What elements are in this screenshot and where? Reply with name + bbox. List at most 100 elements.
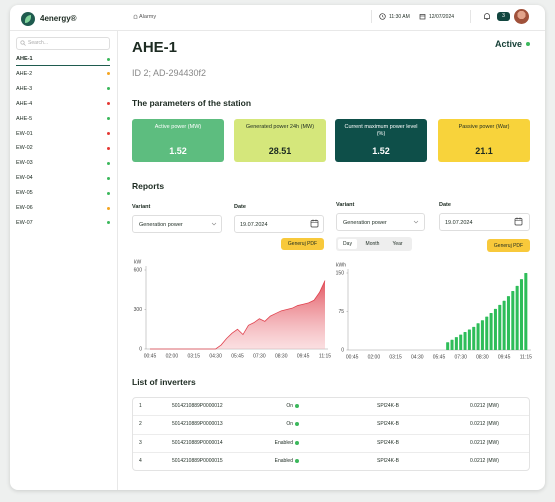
period-tab[interactable]: Day bbox=[343, 241, 352, 247]
period-tab[interactable]: Year bbox=[392, 241, 403, 247]
clock-icon bbox=[379, 13, 386, 20]
calendar-icon[interactable] bbox=[514, 217, 523, 226]
y-axis-label: kW bbox=[134, 259, 142, 265]
x-tick-label: 07:30 bbox=[454, 354, 467, 360]
section-title: The parameters of the station bbox=[132, 98, 252, 108]
bar bbox=[519, 279, 524, 350]
status-dot bbox=[107, 176, 110, 180]
cell: On bbox=[286, 403, 293, 409]
bar bbox=[463, 332, 467, 350]
x-tick-label: 08:30 bbox=[275, 353, 288, 359]
status-dot bbox=[107, 87, 110, 91]
divider bbox=[371, 10, 372, 23]
cell: 0.0212 (MW) bbox=[470, 439, 499, 446]
x-tick-label: 11:15 bbox=[319, 353, 331, 359]
station-item[interactable]: EW-07 bbox=[16, 219, 33, 226]
card-value: 1.52 bbox=[372, 146, 390, 156]
station-item[interactable]: AHE-2 bbox=[16, 70, 33, 77]
search-placeholder: Search... bbox=[28, 40, 49, 46]
card-value: 1.52 bbox=[169, 146, 187, 156]
cell: 0.0212 (MW) bbox=[470, 457, 499, 464]
notification-badge: 3 bbox=[497, 12, 510, 21]
area-fill bbox=[150, 280, 325, 349]
y-tick-label: 150 bbox=[336, 270, 345, 276]
x-tick-label: 03:15 bbox=[187, 353, 200, 359]
x-tick-label: 11:15 bbox=[520, 354, 532, 360]
bar bbox=[476, 323, 480, 350]
notifications-icon[interactable] bbox=[483, 12, 491, 21]
station-id: ID 2; AD-294430f2 bbox=[132, 68, 207, 78]
variant-value: Generation power bbox=[139, 222, 183, 228]
cell: SPI24K-B bbox=[377, 403, 399, 409]
status-dot bbox=[526, 42, 530, 46]
avatar[interactable] bbox=[514, 9, 529, 24]
chevron bbox=[413, 220, 419, 224]
bar bbox=[489, 313, 493, 350]
area-line bbox=[150, 280, 326, 350]
station-item[interactable]: EW-02 bbox=[16, 145, 33, 152]
x-tick-label: 07:30 bbox=[253, 353, 266, 359]
cell: Enabled bbox=[274, 457, 293, 464]
cell: 3 bbox=[139, 439, 142, 446]
alarms-link[interactable]: Alarmy bbox=[139, 14, 157, 20]
field-label: Date bbox=[439, 202, 451, 208]
variant-value: Generation power bbox=[343, 220, 387, 226]
card-value: 21.1 bbox=[475, 146, 493, 156]
status-dot bbox=[107, 206, 110, 210]
card-label: Passive power (War) bbox=[458, 124, 510, 130]
cell: 4 bbox=[139, 457, 142, 464]
search-icon bbox=[20, 40, 26, 46]
bar bbox=[446, 342, 450, 350]
bar bbox=[467, 329, 471, 350]
station-item[interactable]: EW-01 bbox=[16, 130, 33, 137]
status-dot bbox=[107, 161, 110, 165]
bar bbox=[454, 337, 458, 350]
section-title: List of inverters bbox=[132, 377, 196, 387]
date-input[interactable]: 19.07.2024 bbox=[439, 213, 530, 231]
pdf-button[interactable]: Generuj PDF bbox=[487, 239, 530, 252]
inverters-table bbox=[132, 397, 530, 471]
cell: Enabled bbox=[274, 439, 293, 446]
variant-dropdown[interactable]: Generation power bbox=[132, 215, 222, 233]
parameter-card bbox=[132, 119, 224, 162]
date-input[interactable]: 19.07.2024 bbox=[234, 215, 324, 233]
station-item[interactable]: AHE-3 bbox=[16, 85, 33, 92]
date-value: 19.07.2024 bbox=[240, 222, 268, 228]
x-tick-label: 04:30 bbox=[411, 354, 424, 360]
search-box[interactable] bbox=[16, 37, 110, 50]
selected-underline bbox=[16, 65, 110, 66]
station-item[interactable]: AHE-1 bbox=[16, 56, 33, 62]
date-value: 19.07.2024 bbox=[445, 220, 473, 226]
divider bbox=[470, 10, 471, 23]
status-dot bbox=[295, 404, 299, 408]
station-item[interactable]: EW-03 bbox=[16, 160, 33, 167]
y-tick-label: 600 bbox=[134, 267, 143, 273]
cell: 2 bbox=[139, 421, 142, 428]
date: 12/07/2024 bbox=[429, 14, 455, 20]
status-dot bbox=[107, 146, 110, 150]
x-tick-label: 05:45 bbox=[231, 353, 244, 359]
station-status: Active bbox=[495, 39, 523, 49]
station-item[interactable]: EW-04 bbox=[16, 175, 33, 182]
variant-dropdown[interactable]: Generation power bbox=[336, 213, 425, 231]
bar bbox=[472, 326, 476, 350]
station-item[interactable]: EW-05 bbox=[16, 190, 33, 197]
card-value: 28.51 bbox=[268, 146, 292, 156]
status-dot bbox=[295, 422, 299, 427]
station-item[interactable]: AHE-5 bbox=[16, 115, 33, 122]
bar bbox=[506, 296, 510, 350]
station-item[interactable]: AHE-4 bbox=[16, 100, 33, 107]
card-label: Active power (MW) bbox=[154, 124, 202, 130]
station-item[interactable]: EW-06 bbox=[16, 205, 33, 211]
x-tick-label: 02:00 bbox=[368, 354, 381, 360]
period-tab[interactable]: Month bbox=[365, 241, 380, 247]
status-dot bbox=[295, 440, 299, 445]
cell: 5014210889P0000015 bbox=[172, 457, 223, 464]
sidebar-border bbox=[117, 30, 118, 490]
bar bbox=[450, 339, 454, 350]
pdf-button[interactable]: Generuj PDF bbox=[281, 238, 324, 250]
bar bbox=[515, 285, 519, 350]
calendar-icon[interactable] bbox=[310, 219, 319, 228]
parameter-card bbox=[234, 119, 326, 162]
tab-selected bbox=[338, 239, 357, 249]
